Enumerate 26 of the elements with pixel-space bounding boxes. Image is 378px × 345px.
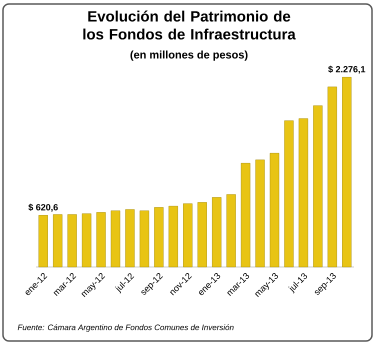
bar xyxy=(198,202,207,268)
bar xyxy=(212,197,222,268)
bar xyxy=(96,212,106,268)
bar xyxy=(270,152,280,268)
bar xyxy=(67,214,77,268)
bar xyxy=(183,203,192,268)
chart-subtitle: (en millones de pesos) xyxy=(130,50,248,61)
bar xyxy=(284,120,294,268)
bar xyxy=(240,162,250,268)
bar xyxy=(125,209,135,268)
bar xyxy=(154,207,164,268)
bar xyxy=(82,213,92,268)
bar xyxy=(298,118,308,268)
bar xyxy=(226,194,236,268)
bar xyxy=(255,160,265,268)
chart-title: Evolución del Patrimonio de los Fondos de Infraestructura xyxy=(83,10,296,40)
bar xyxy=(342,76,352,268)
bar xyxy=(328,86,338,268)
bar xyxy=(52,214,62,268)
bar xyxy=(168,206,178,268)
bar xyxy=(140,210,150,268)
bar xyxy=(110,210,120,268)
bar xyxy=(313,105,323,268)
data-label: $ 2.276,1 xyxy=(328,66,366,74)
data-label: $ 620,6 xyxy=(28,204,58,212)
bar xyxy=(38,215,48,268)
